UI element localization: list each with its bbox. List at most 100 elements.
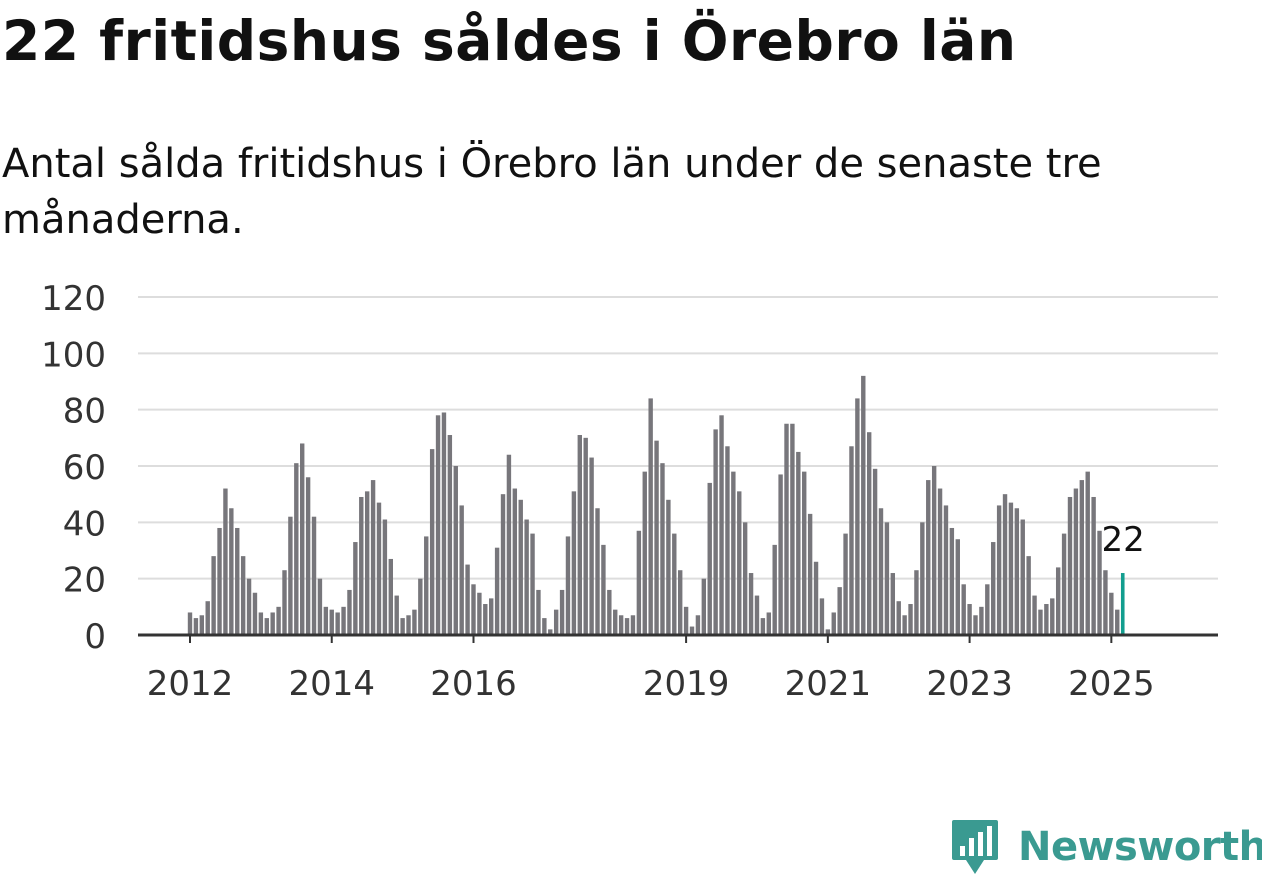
bar: 2021-07: 92 xyxy=(861,375,866,635)
bar: 2013-03: 8 xyxy=(270,612,275,635)
bar: 2014-10: 41 xyxy=(382,519,388,635)
bar: 2018-01: 9 xyxy=(613,609,618,635)
bar: 2024-05: 36 xyxy=(1061,533,1067,635)
x-tick-label: 2023 xyxy=(926,664,1013,704)
bar: 2018-02: 7 xyxy=(618,615,624,635)
y-tick-label: 80 xyxy=(63,392,106,432)
bar: 2023-03: 10 xyxy=(979,606,984,635)
bar: 2019-11: 40 xyxy=(742,522,748,635)
bar: 2018-07: 84 xyxy=(648,398,653,635)
bar: 2012-09: 38 xyxy=(235,527,240,635)
y-tick-label: 100 xyxy=(41,335,106,375)
bar: 2017-11: 32 xyxy=(601,544,606,635)
brand-name: Newsworthy xyxy=(1018,824,1262,870)
bar: 2023-10: 41 xyxy=(1020,519,1025,635)
bar: 2013-07: 61 xyxy=(294,463,299,635)
bar: 2024-10: 49 xyxy=(1091,496,1096,635)
bar: 2018-04: 7 xyxy=(630,615,636,635)
bar: 2021-02: 8 xyxy=(831,612,836,635)
bar: 2014-01: 9 xyxy=(329,609,334,635)
bar: 2021-01: 2 xyxy=(825,629,831,635)
bar: 2023-11: 28 xyxy=(1026,556,1031,635)
bar: 2015-06: 66 xyxy=(429,449,435,635)
bar: 2014-04: 16 xyxy=(347,589,352,635)
bar: 2023-02: 7 xyxy=(973,615,978,635)
x-axis-ticks: 2012 2014 2016 2019 2021 2023 2025 xyxy=(147,635,1155,704)
y-tick-label: 120 xyxy=(41,279,106,319)
bar: 2014-07: 51 xyxy=(364,491,370,635)
bar: 2016-08: 52 xyxy=(512,488,518,635)
newsworthy-logo: Newsworthy xyxy=(950,818,1262,876)
bar: 2015-02: 7 xyxy=(406,615,411,635)
bar: 2023-07: 50 xyxy=(1002,494,1008,635)
bar: 2018-11: 36 xyxy=(672,533,677,635)
bar: 2023-09: 45 xyxy=(1014,508,1020,635)
bar: 2018-12: 23 xyxy=(678,570,683,635)
bar: 2022-06: 55 xyxy=(926,480,931,635)
bar: 2021-05: 67 xyxy=(849,446,854,635)
chart-subtitle: Antal sålda fritidshus i Örebro län unde… xyxy=(2,141,1102,243)
bar: 2017-06: 51 xyxy=(571,491,577,635)
bar: 2021-10: 45 xyxy=(878,508,884,635)
bar: 2023-05: 33 xyxy=(991,542,996,635)
bar: 2015-10: 60 xyxy=(453,466,458,635)
bar: 2024-08: 55 xyxy=(1079,480,1085,635)
bar: 2022-09: 46 xyxy=(943,505,949,635)
bar: 2016-07: 64 xyxy=(506,454,512,635)
bar: 2022-01: 12 xyxy=(896,601,901,635)
bar: 2017-02: 2 xyxy=(548,629,553,635)
y-tick-label: 20 xyxy=(63,561,106,601)
bar: 2016-02: 15 xyxy=(477,592,482,635)
bar: 2012-08: 45 xyxy=(229,508,234,635)
bar: 2024-03: 13 xyxy=(1050,598,1055,635)
bar: 2016-11: 36 xyxy=(530,533,535,635)
bar: 2019-09: 58 xyxy=(731,471,736,635)
bar: 2017-09: 63 xyxy=(589,457,594,635)
x-tick-label: 2021 xyxy=(785,664,872,704)
bar: 2012-10: 28 xyxy=(240,556,246,635)
bar: 2021-12: 22 xyxy=(890,573,896,635)
bar: 2018-06: 58 xyxy=(642,471,647,635)
bar: 2013-11: 20 xyxy=(317,578,323,635)
bar: 2019-02: 3 xyxy=(689,626,695,635)
bar: 2013-01: 8 xyxy=(258,612,264,635)
bar: 2012-04: 12 xyxy=(205,601,210,635)
bar: 2019-05: 54 xyxy=(707,482,712,635)
bar: 2014-09: 47 xyxy=(376,502,382,635)
bar: 2022-02: 7 xyxy=(902,615,907,635)
y-tick-label: 40 xyxy=(63,504,106,544)
bar: 2017-01: 6 xyxy=(542,618,547,635)
bar-highlight: 2025-03: 22 xyxy=(1120,573,1125,635)
x-tick-label: 2019 xyxy=(643,664,730,704)
bar: 2013-09: 56 xyxy=(305,477,311,635)
bar: 2024-07: 52 xyxy=(1073,488,1079,635)
bar: 2024-04: 24 xyxy=(1055,567,1061,635)
bar: 2014-11: 27 xyxy=(388,558,393,635)
bar: 2012-01: 8 xyxy=(187,612,193,635)
x-tick-label: 2012 xyxy=(147,664,234,704)
bar: 2013-04: 10 xyxy=(276,606,281,635)
x-tick-label: 2025 xyxy=(1068,664,1155,704)
bar: 2013-08: 68 xyxy=(300,443,305,635)
bar: 2019-12: 22 xyxy=(748,573,754,635)
bar: 2015-04: 20 xyxy=(418,578,423,635)
bar: 2023-01: 11 xyxy=(967,604,972,635)
bar: 2014-12: 14 xyxy=(394,595,399,635)
bar: 2018-05: 37 xyxy=(636,530,642,635)
bar: 2022-08: 52 xyxy=(937,488,943,635)
bar: 2023-12: 14 xyxy=(1032,595,1037,635)
bar: 2015-03: 9 xyxy=(412,609,417,635)
bar: 2021-06: 84 xyxy=(855,398,860,635)
bar: 2017-03: 9 xyxy=(553,609,559,635)
bar: 2013-02: 6 xyxy=(264,618,269,635)
bar: 2013-05: 23 xyxy=(282,570,287,635)
bar: 2017-08: 70 xyxy=(583,437,588,635)
chart-title: 22 fritidshus såldes i Örebro län xyxy=(2,9,1017,73)
bar: 2017-07: 71 xyxy=(577,435,582,635)
